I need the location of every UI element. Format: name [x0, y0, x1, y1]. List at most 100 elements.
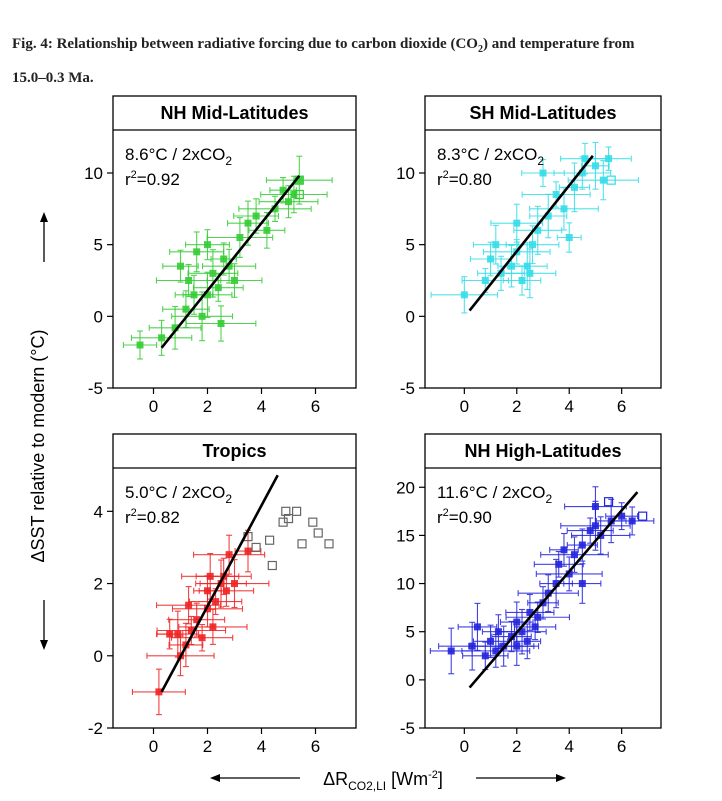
data-point	[578, 169, 586, 177]
data-point	[204, 291, 211, 299]
y-arrow-down-head	[40, 640, 48, 650]
data-point	[263, 226, 271, 234]
r2-annotation: r2=0.80	[437, 169, 492, 189]
regression-line	[160, 474, 279, 693]
data-point	[591, 162, 599, 170]
x-tick-label: 4	[564, 737, 573, 756]
open-data-point	[603, 497, 614, 507]
y-tick-label: -5	[88, 379, 103, 398]
data-point	[570, 183, 578, 191]
data-point	[155, 688, 163, 696]
data-point	[526, 269, 534, 277]
panel-frame	[112, 95, 357, 389]
x-tick-label: 4	[564, 397, 573, 416]
data-point	[136, 341, 144, 349]
data-point	[171, 324, 179, 332]
data-point	[492, 241, 500, 249]
open-data-point	[324, 539, 334, 549]
data-point	[198, 634, 206, 642]
caption-subscript: 2	[477, 44, 483, 55]
y-tick-label: 20	[396, 478, 415, 497]
data-point	[560, 205, 568, 213]
y-tick-label: 10	[396, 575, 415, 594]
data-point	[578, 580, 586, 588]
y-tick-label: 10	[396, 164, 415, 183]
y-tick-label: 5	[406, 236, 415, 255]
y-tick-label: 0	[406, 671, 415, 690]
regression-line	[468, 154, 594, 312]
x-axis-label: ΔRCO2,LI [Wm-2]	[323, 769, 443, 793]
data-point	[518, 628, 526, 636]
sensitivity-annotation: 8.3°C / 2xCO2	[437, 145, 544, 168]
data-point	[209, 623, 217, 631]
data-point	[560, 546, 568, 554]
panel-title: NH High-Latitudes	[465, 441, 622, 461]
data-point	[285, 198, 292, 206]
x-tick-label: 6	[617, 737, 626, 756]
data-point	[539, 169, 547, 177]
data-point	[244, 547, 252, 555]
data-point	[271, 205, 279, 213]
data-point	[591, 503, 599, 511]
x-tick-label: 0	[149, 737, 158, 756]
data-point	[187, 627, 195, 634]
x-tick-label: 2	[203, 737, 212, 756]
data-point	[618, 512, 626, 520]
data-point	[481, 277, 489, 284]
data-point	[534, 613, 542, 621]
x-tick-label: 6	[617, 397, 626, 416]
data-point	[508, 633, 516, 641]
y-tick-label: 4	[94, 502, 103, 521]
data-point	[552, 580, 560, 588]
data-point	[544, 589, 552, 597]
data-point	[565, 234, 573, 241]
data-point	[570, 551, 578, 559]
panel-frame	[424, 433, 662, 729]
data-point	[447, 647, 455, 655]
open-data-point	[297, 539, 307, 549]
open-data-point	[313, 528, 323, 538]
data-point	[473, 623, 481, 631]
x-tick-label: 6	[311, 737, 320, 756]
caption-label: Fig. 4:	[12, 36, 53, 52]
y-tick-label: 5	[406, 623, 415, 642]
data-point	[182, 305, 190, 313]
data-point	[177, 262, 184, 270]
data-point	[534, 226, 542, 234]
shared-x-axis-label: ΔRCO2,LI [Wm-2]	[210, 769, 566, 793]
sensitivity-annotation: 5.0°C / 2xCO2	[125, 483, 232, 506]
r2-annotation: r2=0.92	[125, 169, 180, 189]
y-tick-label: 2	[94, 575, 103, 594]
data-point	[225, 551, 233, 559]
data-point	[578, 541, 586, 549]
data-point	[513, 642, 521, 650]
data-point	[531, 623, 539, 631]
data-point	[209, 269, 217, 277]
caption-text-b: ) and temperature from 15.0–0.3 Ma.	[12, 36, 635, 86]
data-point	[513, 618, 521, 626]
y-tick-label: 0	[94, 647, 103, 666]
x-tick-label: 2	[203, 397, 212, 416]
open-data-point	[308, 517, 318, 527]
y-tick-label: 10	[84, 164, 103, 183]
data-point	[220, 255, 228, 263]
data-point	[513, 219, 521, 227]
data-point	[526, 608, 534, 616]
r2-annotation: r2=0.90	[437, 507, 492, 527]
data-point	[497, 269, 505, 277]
y-tick-label: 15	[396, 526, 415, 545]
y-tick-label: 0	[406, 307, 415, 326]
open-data-point	[606, 175, 616, 185]
data-point	[628, 517, 636, 525]
open-data-point	[251, 542, 261, 553]
data-point	[487, 637, 495, 645]
x-arrow-right-head	[556, 774, 566, 782]
data-point	[158, 334, 166, 342]
data-point	[565, 570, 573, 578]
data-point	[581, 155, 589, 163]
y-arrow-up-head	[40, 212, 48, 222]
data-point	[529, 241, 537, 249]
